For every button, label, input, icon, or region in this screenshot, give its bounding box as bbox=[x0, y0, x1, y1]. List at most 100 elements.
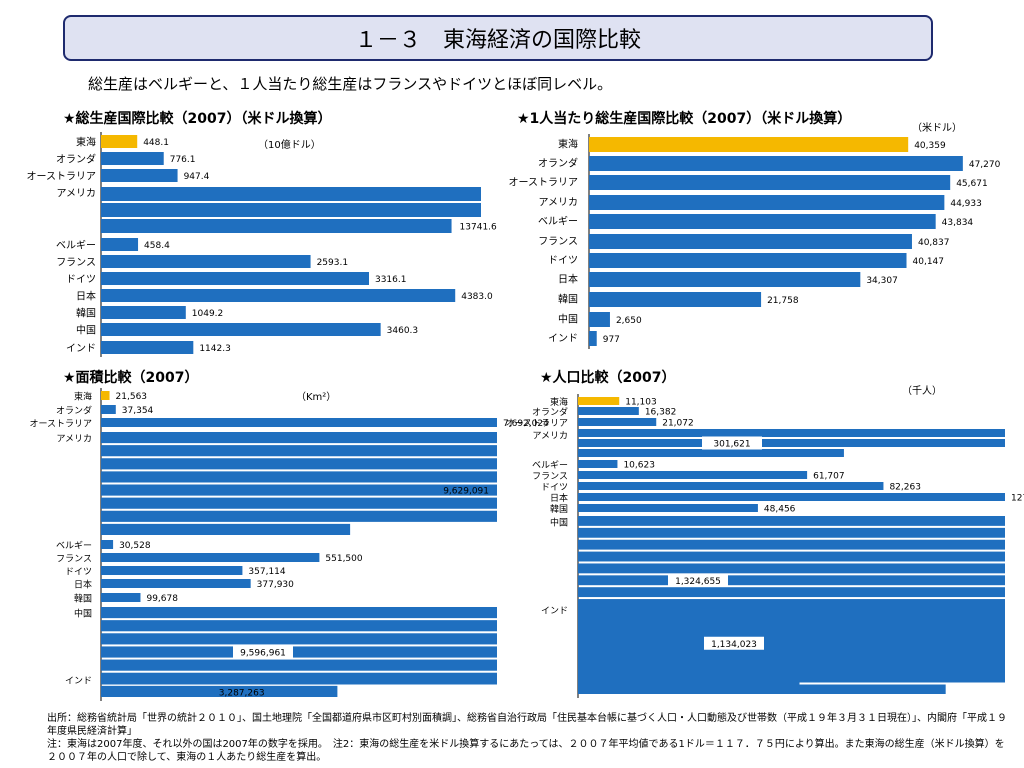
chart3-data-label: 1,324,655 bbox=[675, 577, 721, 587]
chart2-data-label-bg bbox=[233, 645, 293, 659]
chart3-data-label: 16,382 bbox=[645, 408, 677, 418]
chart2-bar-segment bbox=[101, 471, 497, 483]
chart1-category-label: ベルギー bbox=[538, 216, 578, 228]
area-chart-unit: （Km²） bbox=[296, 392, 337, 403]
chart0-data-label: 4383.0 bbox=[461, 292, 493, 302]
chart3-category-label: 東海 bbox=[550, 396, 568, 408]
chart2-bar bbox=[101, 579, 251, 588]
source-note: 出所：総務省統計局「世界の統計２０１０」、国土地理院「全国都道府県市区町村別面積… bbox=[47, 713, 1007, 737]
chart1-bar bbox=[589, 292, 762, 307]
chart3-bar bbox=[578, 493, 1005, 501]
chart3-bar-segment bbox=[578, 527, 1005, 538]
chart1-bar bbox=[589, 175, 951, 190]
chart2-bar bbox=[101, 391, 110, 400]
chart2-bar bbox=[101, 540, 114, 549]
chart2-bar-segment bbox=[101, 620, 497, 632]
chart3-bar-segment bbox=[578, 575, 1005, 586]
chart2-category-label: 韓国 bbox=[74, 594, 92, 605]
chart0-bar-segment bbox=[101, 187, 481, 201]
chart2-bar-segment bbox=[101, 523, 351, 535]
chart0-bar bbox=[101, 341, 194, 354]
chart0-category-label: オランダ bbox=[56, 153, 96, 166]
chart2-bar-segment bbox=[101, 646, 497, 658]
chart1-category-label: インド bbox=[548, 334, 578, 345]
chart3-category-label: フランス bbox=[532, 471, 568, 482]
chart2-bar bbox=[101, 418, 497, 427]
chart2-data-label: 30,528 bbox=[119, 541, 151, 551]
chart1-category-label: オーストラリア bbox=[509, 177, 579, 189]
chart2-category-label: インド bbox=[65, 677, 92, 687]
chart3-bar bbox=[578, 482, 884, 490]
chart0-category-label: ドイツ bbox=[66, 275, 96, 286]
chart2-data-label: 377,930 bbox=[257, 580, 294, 590]
chart2-data-label: 551,500 bbox=[325, 554, 362, 564]
chart0-category-label: オーストラリア bbox=[27, 171, 97, 183]
chart3-bar bbox=[578, 471, 808, 479]
chart0-category-label: 韓国 bbox=[76, 308, 96, 320]
chart2-bar-segment bbox=[101, 659, 497, 671]
chart0-data-label: 776.1 bbox=[170, 155, 196, 165]
chart3-data-label: 11,103 bbox=[625, 398, 657, 408]
chart2-bar-segment bbox=[101, 633, 497, 645]
chart3-category-label: 韓国 bbox=[550, 504, 568, 515]
chart1-data-label: 2,650 bbox=[616, 316, 642, 326]
chart3-bar bbox=[578, 504, 758, 512]
gdp-chart-unit: （10億ドル） bbox=[258, 140, 321, 151]
chart0-data-label: 3460.3 bbox=[387, 326, 419, 336]
chart3-data-label: 10,623 bbox=[623, 461, 655, 471]
chart1-bar bbox=[589, 137, 909, 152]
chart3-bar bbox=[578, 418, 657, 426]
chart0-category-label: アメリカ bbox=[57, 188, 97, 200]
chart3-data-label: 21,072 bbox=[662, 419, 694, 429]
chart0-bar bbox=[101, 169, 178, 182]
chart3-category-label: アメリカ bbox=[532, 431, 568, 442]
chart1-category-label: フランス bbox=[538, 236, 578, 248]
chart1-data-label: 40,359 bbox=[914, 141, 946, 151]
chart2-data-label: 9,629,091 bbox=[443, 487, 489, 497]
chart2-category-label: オーストラリア bbox=[29, 419, 92, 430]
chart2-bar-segment bbox=[101, 484, 497, 496]
chart0-bar bbox=[101, 289, 456, 302]
footnotes: 出所：総務省統計局「世界の統計２０１０」、国土地理院「全国都道府県市区町村別面積… bbox=[47, 712, 1012, 764]
chart1-bar bbox=[589, 331, 597, 346]
chart3-bar-segment bbox=[578, 539, 1005, 550]
chart2-data-label: 357,114 bbox=[248, 567, 285, 577]
chart2-category-label: フランス bbox=[56, 554, 92, 565]
page-title-box: １－３ 東海経済の国際比較 bbox=[63, 15, 933, 61]
chart1-category-label: 日本 bbox=[558, 273, 578, 286]
chart1-data-label: 43,834 bbox=[942, 218, 974, 228]
chart3-bar-segment bbox=[578, 439, 1005, 447]
chart0-category-label: インド bbox=[66, 344, 96, 355]
chart3-bar-segment bbox=[578, 650, 1005, 660]
chart0-bar bbox=[101, 152, 164, 165]
chart2-data-label: 99,678 bbox=[146, 594, 178, 604]
chart1-data-label: 21,758 bbox=[767, 296, 799, 306]
chart3-bar-segment bbox=[578, 429, 1005, 437]
percapita-chart-title: ★1人当たり総生産国際比較（2007）（米ドル換算） bbox=[517, 111, 852, 127]
chart1-data-label: 977 bbox=[603, 335, 620, 345]
chart0-bar bbox=[101, 323, 381, 336]
chart2-data-label: 7,692,024 bbox=[503, 419, 549, 429]
chart2-bar bbox=[101, 593, 141, 602]
chart1-category-label: ドイツ bbox=[548, 256, 578, 267]
chart1-category-label: 韓国 bbox=[558, 294, 578, 306]
chart0-data-label: 1049.2 bbox=[192, 309, 224, 319]
chart0-data-label: 1142.3 bbox=[199, 344, 231, 354]
chart3-bar-segment bbox=[578, 516, 1005, 526]
chart2-bar-segment bbox=[101, 445, 497, 457]
chart2-bar-segment bbox=[101, 432, 497, 444]
chart1-category-label: アメリカ bbox=[539, 197, 579, 209]
chart2-category-label: アメリカ bbox=[56, 434, 92, 445]
chart0-data-label: 458.4 bbox=[144, 241, 170, 251]
gdp-chart-title: ★総生産国際比較（2007）（米ドル換算） bbox=[63, 111, 332, 127]
chart0-data-label: 947.4 bbox=[184, 172, 210, 182]
chart3-category-label: ドイツ bbox=[541, 483, 568, 493]
chart2-category-label: オランダ bbox=[56, 405, 92, 417]
chart2-category-label: 日本 bbox=[74, 579, 92, 591]
chart3-data-label-bg bbox=[668, 573, 728, 587]
chart3-category-label: インド bbox=[541, 607, 568, 617]
chart2-bar-segment bbox=[101, 685, 338, 697]
population-chart-title: ★人口比較（2007） bbox=[540, 370, 676, 386]
page-title: １－３ 東海経済の国際比較 bbox=[354, 28, 641, 53]
chart0-category-label: ベルギー bbox=[56, 240, 96, 252]
